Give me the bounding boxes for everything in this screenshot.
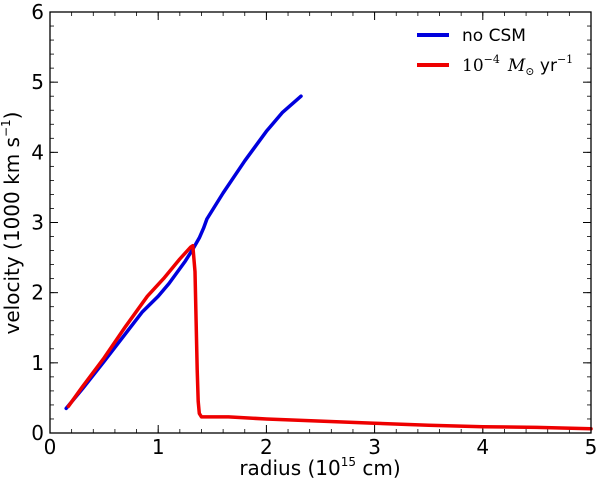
- x-tick-label-5: 5: [585, 435, 598, 459]
- y-tick-label-2: 2: [31, 281, 44, 305]
- y-axis-label: velocity (1000 km s−1): [0, 112, 24, 335]
- x-tick-label-4: 4: [476, 435, 489, 459]
- y-tick-label-3: 3: [31, 211, 44, 235]
- y-tick-label-5: 5: [31, 70, 44, 94]
- series-line-1: [66, 243, 593, 431]
- legend: no CSM 10−4 M⊙ yr−1: [417, 26, 573, 78]
- y-tick-label-0: 0: [31, 421, 44, 445]
- x-tick-label-2: 2: [260, 435, 273, 459]
- y-tick-label-6: 6: [31, 0, 44, 24]
- x-tick-label-0: 0: [44, 435, 57, 459]
- x-axis-label: radius (1015 cm): [239, 455, 400, 480]
- y-tick-label-1: 1: [31, 351, 44, 375]
- plot-frame: [49, 11, 592, 434]
- x-tick-label-1: 1: [152, 435, 165, 459]
- plot-area: 0 1 2 3 4 5 0 1 2 3 4 5 6: [31, 0, 597, 459]
- legend-label-no-csm: no CSM: [462, 26, 526, 46]
- legend-label-csm: 10−4 M⊙ yr−1: [462, 53, 573, 78]
- x-tick-label-3: 3: [368, 435, 381, 459]
- y-tick-label-4: 4: [31, 140, 44, 164]
